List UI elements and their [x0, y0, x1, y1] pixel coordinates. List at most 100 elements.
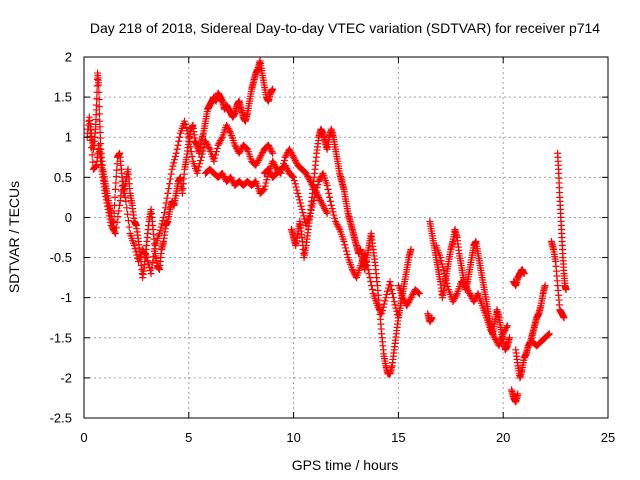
data-point: [461, 282, 469, 290]
data-point: [251, 178, 259, 186]
data-point: [169, 162, 177, 170]
data-point: [108, 223, 116, 231]
data-point: [166, 175, 174, 183]
data-point: [394, 311, 402, 319]
data-point: [195, 163, 203, 171]
data-point: [102, 193, 110, 201]
data-series: [83, 57, 570, 406]
data-point: [544, 331, 552, 339]
data-point: [326, 197, 334, 205]
data-point: [368, 286, 376, 294]
data-point: [107, 221, 115, 229]
data-point: [325, 189, 333, 197]
data-point: [290, 153, 298, 161]
data-point: [465, 288, 473, 296]
data-point: [295, 196, 303, 204]
data-point: [220, 173, 228, 181]
data-point: [380, 300, 388, 308]
data-point: [505, 334, 513, 342]
data-point: [186, 143, 194, 151]
data-point: [150, 247, 158, 255]
data-point: [170, 159, 178, 167]
data-point: [202, 139, 210, 147]
data-point: [204, 142, 212, 150]
data-point: [331, 214, 339, 222]
data-point: [290, 155, 298, 163]
data-point: [317, 198, 325, 206]
data-point: [303, 171, 311, 179]
data-point: [384, 287, 392, 295]
data-point: [428, 314, 436, 322]
data-point: [269, 157, 277, 165]
data-point: [399, 294, 407, 302]
data-point: [148, 264, 156, 272]
data-point: [383, 290, 391, 298]
data-point: [140, 249, 148, 257]
data-point: [119, 181, 127, 189]
data-point: [270, 160, 278, 168]
data-point: [216, 138, 224, 146]
data-point: [93, 82, 101, 90]
data-point: [441, 273, 449, 281]
data-point: [297, 202, 305, 210]
data-point: [156, 226, 164, 234]
data-point: [300, 212, 308, 220]
data-point: [382, 294, 390, 302]
data-point: [439, 263, 447, 271]
data-point: [143, 254, 151, 262]
data-point: [157, 223, 165, 231]
y-tick-label: 0: [65, 210, 72, 225]
data-point: [308, 181, 316, 189]
data-point: [188, 152, 196, 160]
data-point: [95, 81, 103, 89]
data-point: [266, 169, 274, 177]
data-point: [288, 150, 296, 158]
data-point: [223, 121, 231, 129]
data-point: [316, 197, 324, 205]
data-point: [291, 156, 299, 164]
data-point: [463, 285, 471, 293]
data-point: [470, 298, 478, 306]
data-point: [225, 126, 233, 134]
data-point: [252, 161, 260, 169]
data-point: [104, 205, 112, 213]
data-point: [404, 298, 412, 306]
data-point: [299, 209, 307, 217]
data-point: [292, 158, 300, 166]
data-point: [130, 242, 138, 250]
data-point: [269, 149, 277, 157]
data-point: [403, 302, 411, 310]
data-point: [259, 148, 267, 156]
data-point: [281, 161, 289, 169]
data-point: [253, 160, 261, 168]
data-point: [167, 170, 175, 178]
data-point: [115, 207, 123, 215]
data-point: [194, 166, 202, 174]
data-point: [144, 257, 152, 265]
data-point: [326, 193, 334, 201]
data-point: [243, 144, 251, 152]
data-point: [281, 153, 289, 161]
data-point: [259, 186, 267, 194]
data-point: [312, 187, 320, 195]
x-tick-label: 20: [496, 430, 510, 445]
data-point: [467, 291, 475, 299]
data-point: [436, 254, 444, 262]
x-axis-label: GPS time / hours: [292, 457, 399, 473]
x-tick-label: 10: [286, 430, 300, 445]
data-point: [520, 270, 528, 278]
data-point: [119, 177, 127, 185]
data-point: [121, 193, 129, 201]
data-point: [289, 152, 297, 160]
data-point: [176, 133, 184, 141]
data-point: [162, 199, 170, 207]
data-point: [409, 290, 417, 298]
data-point: [316, 195, 324, 203]
data-point: [142, 252, 150, 260]
data-point: [283, 165, 291, 173]
data-point: [140, 247, 148, 255]
data-point: [111, 228, 119, 236]
data-point: [288, 172, 296, 180]
y-tick-label: -1.5: [50, 330, 72, 345]
data-point: [408, 292, 416, 300]
